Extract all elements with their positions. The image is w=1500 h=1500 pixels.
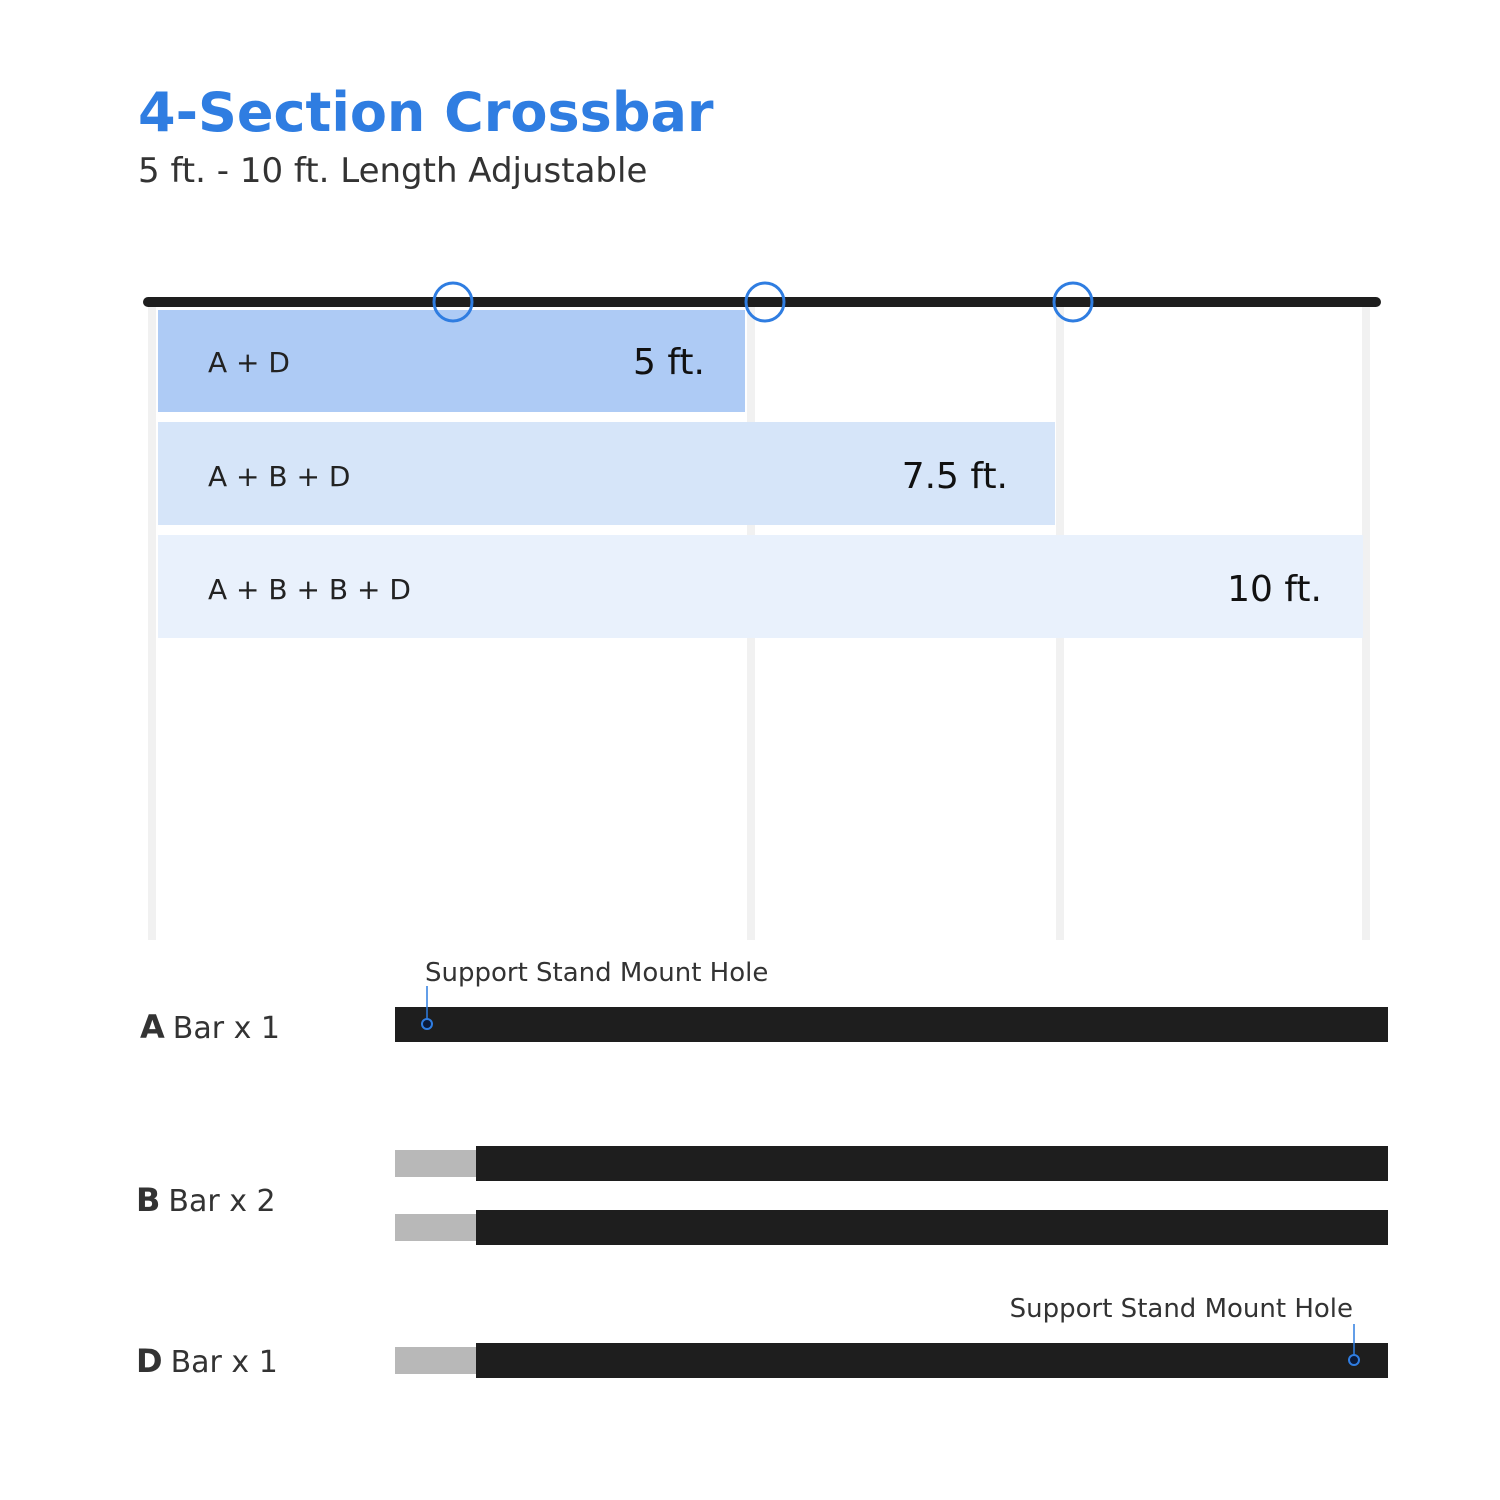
bar-d-sleeve	[395, 1347, 477, 1374]
bar-d	[476, 1343, 1388, 1378]
joint-marker	[744, 281, 786, 323]
bar-b	[476, 1210, 1388, 1245]
config-length: 5 ft.	[633, 342, 705, 383]
config-length: 7.5 ft.	[902, 456, 1008, 497]
part-label: D Bar x 1	[136, 1342, 278, 1380]
config-parts: A + D	[208, 346, 290, 379]
part-count: Bar x 2	[168, 1184, 275, 1219]
part-count: Bar x 1	[173, 1011, 280, 1046]
config-parts: A + B + B + D	[208, 573, 411, 606]
config-parts: A + B + D	[208, 460, 350, 493]
bar-b	[476, 1146, 1388, 1181]
mount-hole	[1348, 1354, 1360, 1366]
part-label: B Bar x 2	[136, 1181, 276, 1219]
part-letter: A	[140, 1008, 165, 1046]
crossbar	[143, 297, 1381, 307]
bar-b-sleeve	[395, 1150, 477, 1177]
annotation: Support Stand Mount Hole	[425, 958, 768, 988]
joint-marker	[1052, 281, 1094, 323]
config-length: 10 ft.	[1227, 569, 1322, 610]
title: 4-Section Crossbar	[138, 81, 714, 144]
bar-b-sleeve	[395, 1214, 477, 1241]
annotation: Support Stand Mount Hole	[1010, 1294, 1353, 1324]
config-band	[158, 535, 1363, 638]
config-band	[158, 310, 745, 412]
config-band	[158, 422, 1055, 525]
bar-a	[395, 1007, 1388, 1042]
part-count: Bar x 1	[171, 1345, 278, 1380]
part-letter: B	[136, 1181, 160, 1219]
mount-hole	[421, 1018, 433, 1030]
joint-marker	[432, 281, 474, 323]
part-letter: D	[136, 1342, 163, 1380]
part-label: A Bar x 1	[140, 1008, 280, 1046]
subtitle: 5 ft. - 10 ft. Length Adjustable	[138, 151, 647, 191]
